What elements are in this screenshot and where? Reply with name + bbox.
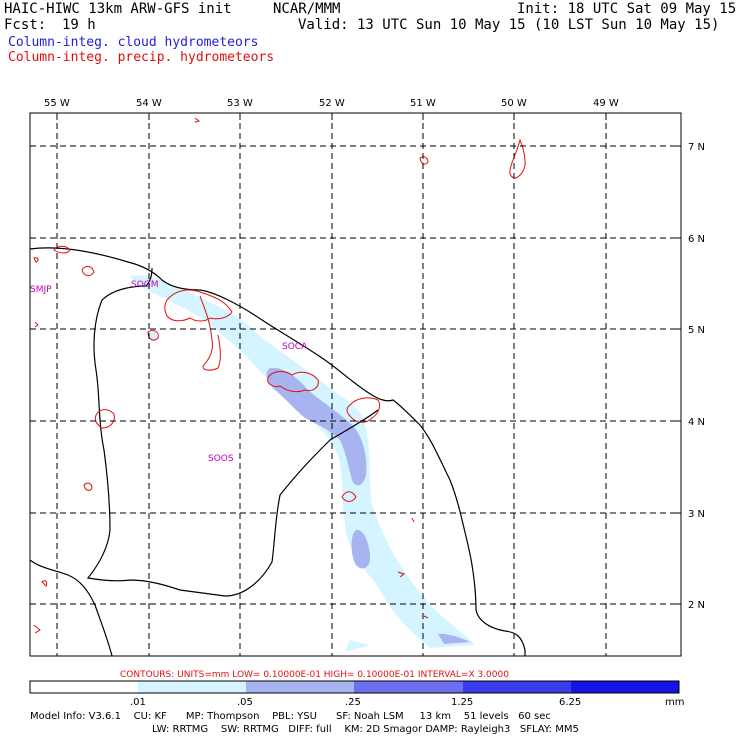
colorbar-segment	[571, 681, 679, 693]
colorbar-segment	[463, 681, 571, 693]
valid-time: Valid: 13 UTC Sun 10 May 15 (10 LST Sun …	[298, 17, 720, 33]
colorbar-segment	[246, 681, 354, 693]
longitude-labels: 55 W 54 W 53 W 52 W 51 W 50 W 49 W	[44, 98, 619, 109]
colorbar-tick: 6.25	[559, 697, 581, 708]
contour-info: CONTOURS: UNITS=mm LOW= 0.10000E-01 HIGH…	[120, 670, 509, 680]
organization-label: NCAR/MMM	[273, 1, 341, 17]
latitude-labels: 7 N 6 N 5 N 4 N 3 N 2 N	[688, 142, 705, 611]
init-time: Init: 18 UTC Sat 09 May 15	[517, 1, 737, 17]
map-content	[30, 113, 681, 656]
axis-ticks	[56, 113, 681, 605]
lat-label: 7 N	[688, 142, 705, 153]
lon-label: 54 W	[136, 98, 162, 109]
station-label: SOCA	[282, 342, 308, 352]
model-info-line1: Model Info: V3.6.1 CU: KF MP: Thompson P…	[30, 711, 551, 722]
colorbar-tick: 1.25	[451, 697, 473, 708]
station-label: SMJP	[30, 285, 52, 295]
precip-shading	[266, 367, 470, 644]
lon-label: 51 W	[410, 98, 436, 109]
colorbar-segment	[138, 681, 246, 693]
lat-label: 2 N	[688, 600, 705, 611]
colorbar-segment	[354, 681, 463, 693]
color-bar: .01 .05 .25 1.25 6.25 mm	[29, 680, 684, 708]
precip-contours	[33, 117, 526, 634]
field-precip-label: Column-integ. precip. hydrometeors	[8, 50, 275, 65]
colorbar-tick: .01	[130, 697, 146, 708]
colorbar-segment	[30, 681, 138, 693]
lon-label: 50 W	[501, 98, 527, 109]
station-label: SOOS	[208, 454, 234, 464]
coastline	[30, 247, 526, 656]
station-label: SOGM	[131, 280, 159, 290]
lon-label: 53 W	[227, 98, 253, 109]
lon-label: 49 W	[593, 98, 619, 109]
forecast-label: Fcst:	[4, 17, 47, 33]
colorbar-unit: mm	[665, 697, 684, 708]
lat-label: 4 N	[688, 417, 705, 428]
lat-label: 5 N	[688, 325, 705, 336]
lat-lon-grid	[30, 113, 681, 656]
colorbar-tick: .25	[345, 697, 361, 708]
colorbar-frame	[29, 680, 680, 694]
forecast-hour: 19 h	[62, 17, 96, 33]
lat-label: 6 N	[688, 234, 705, 245]
plot-title: HAIC-HIWC 13km ARW-GFS init	[4, 1, 232, 17]
model-info-line2: LW: RRTMG SW: RRTMG DIFF: full KM: 2D Sm…	[152, 724, 579, 735]
field-cloud-label: Column-integ. cloud hydrometeors	[8, 35, 259, 50]
station-labels: SMJP SOGM SOCA SOOS	[30, 280, 308, 464]
lon-label: 52 W	[319, 98, 345, 109]
colorbar-tick: .05	[237, 697, 253, 708]
lon-label: 55 W	[44, 98, 70, 109]
lat-label: 3 N	[688, 509, 705, 520]
map-frame	[29, 112, 682, 657]
